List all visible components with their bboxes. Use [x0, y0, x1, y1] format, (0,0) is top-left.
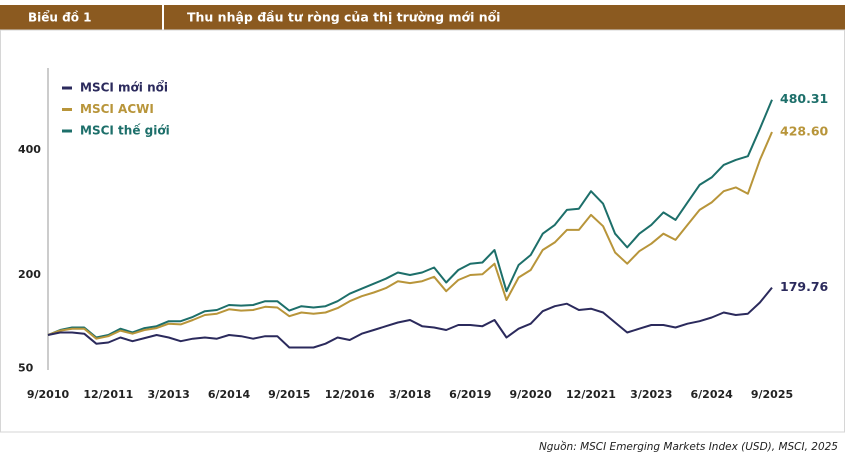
end-label: 179.76: [780, 279, 829, 294]
series-line: [47, 99, 773, 339]
header-label: Biểu đồ 1: [28, 10, 91, 25]
y-tick-label: 200: [18, 268, 41, 281]
end-label: 480.31: [780, 91, 828, 106]
x-tick-label: 6/2024: [691, 388, 734, 401]
x-tick-label: 12/2021: [566, 388, 616, 401]
series-line: [47, 286, 773, 349]
legend-label: MSCI mới nổi: [80, 80, 168, 95]
legend-label: MSCI ACWI: [80, 102, 154, 116]
series-line: [47, 131, 773, 340]
x-tick-label: 3/2023: [630, 388, 672, 401]
x-tick-label: 3/2013: [148, 388, 190, 401]
source: Nguồn: MSCI Emerging Markets Index (USD)…: [539, 441, 838, 453]
x-tick-label: 9/2010: [27, 388, 70, 401]
x-tick-label: 12/2011: [83, 388, 133, 401]
x-tick-label: 3/2018: [389, 388, 431, 401]
y-tick-label: 400: [18, 143, 41, 156]
end-label: 428.60: [780, 124, 829, 139]
header-title: Thu nhập đầu tư ròng của thị trường mới …: [187, 10, 500, 25]
x-tick-label: 9/2020: [510, 388, 553, 401]
x-tick-label: 6/2014: [208, 388, 251, 401]
x-tick-label: 9/2015: [268, 388, 310, 401]
x-tick-label: 12/2016: [325, 388, 375, 401]
x-tick-label: 6/2019: [449, 388, 491, 401]
header-bar: [0, 5, 845, 30]
x-tick-label: 9/2025: [751, 388, 793, 401]
y-tick-label: 50: [18, 362, 34, 375]
legend-label: MSCI thế giới: [80, 124, 170, 138]
